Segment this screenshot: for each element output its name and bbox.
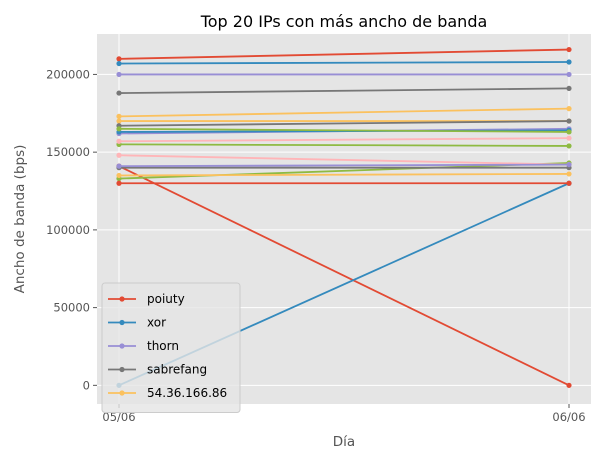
y-axis: 0 50000 100000 150000 200000 (46, 67, 97, 392)
data-point (116, 56, 122, 62)
data-point (116, 90, 122, 96)
series-line (118, 87, 570, 94)
legend-label: sabrefang (147, 363, 207, 377)
x-axis: 05/06 06/06 (102, 404, 586, 424)
data-point (566, 161, 572, 168)
series-20 (116, 126, 572, 135)
series-17 (116, 161, 572, 169)
series-line (118, 127, 570, 133)
data-point (116, 180, 122, 186)
series-line (118, 107, 570, 118)
data-point (116, 60, 122, 67)
legend-marker (119, 390, 125, 396)
series-line (118, 61, 570, 65)
series-line (118, 163, 570, 168)
series-line (118, 173, 570, 177)
series-line (118, 143, 570, 147)
legend-marker (119, 296, 125, 302)
data-point (116, 138, 122, 144)
data-point (116, 163, 122, 169)
series-3 (116, 71, 572, 78)
series-5 (116, 106, 572, 119)
legend-label: poiuty (147, 292, 185, 306)
y-tick-label: 0 (83, 378, 90, 392)
data-point (566, 171, 572, 177)
y-tick-label: 150000 (46, 145, 90, 159)
data-point (566, 135, 572, 141)
data-point (566, 143, 572, 149)
series-line (118, 137, 570, 143)
data-point (566, 106, 572, 112)
data-point (116, 118, 122, 124)
data-point (116, 113, 122, 119)
data-point (116, 172, 122, 179)
data-point (566, 46, 572, 53)
legend-marker (119, 319, 125, 326)
data-point (566, 180, 572, 186)
series-8 (116, 46, 572, 62)
data-point (116, 152, 122, 158)
data-point (566, 129, 572, 135)
legend-marker (119, 343, 125, 349)
data-point (566, 59, 572, 65)
series-9 (116, 59, 572, 67)
data-point (566, 71, 572, 78)
data-point (116, 71, 122, 78)
y-tick-label: 100000 (46, 223, 90, 237)
legend: poiuty xor thorn sabrefang 54.36.166.86 (101, 282, 241, 413)
data-point (566, 382, 572, 388)
y-tick-label: 50000 (53, 301, 90, 315)
y-tick-label: 200000 (46, 67, 90, 81)
data-point (566, 118, 572, 124)
x-tick-label: 05/06 (102, 410, 135, 424)
series-line (118, 120, 570, 127)
data-point (566, 85, 572, 92)
legend-box (101, 282, 241, 413)
series-14 (116, 135, 572, 144)
series-line (118, 154, 570, 166)
data-point (116, 126, 122, 132)
legend-label: xor (147, 316, 166, 330)
series-15 (116, 180, 572, 186)
legend-label: 54.36.166.86 (147, 386, 227, 400)
series-line (118, 48, 570, 60)
legend-marker (119, 366, 125, 373)
series-19 (116, 171, 572, 179)
series-line (118, 165, 570, 387)
legend-label: thorn (147, 339, 179, 353)
x-tick-label: 06/06 (552, 410, 585, 424)
chart-title: Top 20 IPs con más ancho de banda (200, 12, 488, 31)
y-axis-label: Ancho de banda (bps) (12, 145, 28, 294)
series-4 (116, 85, 572, 96)
x-axis-label: Día (333, 434, 355, 450)
series-group (116, 46, 572, 388)
